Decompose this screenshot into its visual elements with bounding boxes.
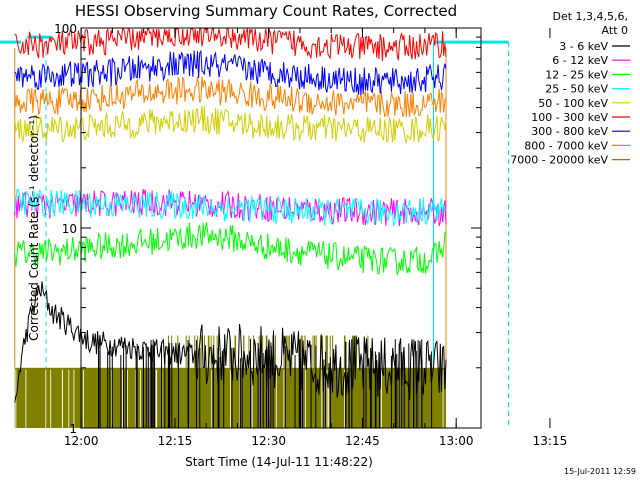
legend-label: 800 - 7000 keV — [524, 139, 608, 152]
series-line — [14, 105, 447, 144]
legend-header-line-1: Det 1,3,4,5,6, — [552, 10, 628, 23]
ticks-layer: 12:00 12:15 12:30 12:45 13:00 13:15 100 10 1 — [54, 22, 567, 448]
y-axis-label: Corrected Count Rate (s⁻¹ detector⁻¹) — [27, 115, 41, 341]
x-tick-label: 12:15 — [158, 434, 193, 448]
x-tick-label: 12:30 — [251, 434, 286, 448]
series-line — [14, 281, 447, 403]
series-100-300keV — [14, 27, 447, 62]
data-layer — [0, 27, 509, 428]
series-300-800keV — [14, 49, 447, 96]
legend-label: 25 - 50 keV — [545, 83, 608, 96]
series-line — [14, 188, 447, 227]
legend-label: 6 - 12 keV — [552, 54, 608, 67]
attenuator-flag-bars — [0, 35, 509, 428]
x-axis-label: Start Time (14-Jul-11 11:48:22) — [185, 455, 373, 469]
series-50-100keV — [14, 105, 447, 144]
chart-title: HESSI Observing Summary Count Rates, Cor… — [75, 2, 457, 20]
series-line — [14, 27, 447, 62]
x-tick-label: 13:00 — [439, 434, 474, 448]
timestamp: 15-Jul-2011 12:59 — [564, 467, 636, 476]
series-line — [14, 49, 447, 96]
y-tick-label: 10 — [62, 222, 77, 236]
series-12-25keV — [14, 222, 447, 276]
legend-label: 7000 - 20000 keV — [510, 154, 608, 167]
x-tick-label: 13:15 — [533, 434, 568, 448]
series-3-6keV — [14, 281, 447, 428]
legend-header-line-2: Att 0 — [602, 24, 628, 37]
series-line — [14, 222, 447, 276]
x-tick-label: 12:00 — [64, 434, 99, 448]
y-tick-label: 1 — [69, 422, 77, 436]
x-tick-label: 12:45 — [345, 434, 380, 448]
series-line — [14, 76, 447, 118]
y-tick-label: 100 — [54, 22, 77, 36]
legend-label: 50 - 100 keV — [538, 97, 608, 110]
series-25-50keV — [14, 188, 447, 227]
legend-label: 300 - 800 keV — [531, 125, 608, 138]
legend-label: 100 - 300 keV — [531, 111, 608, 124]
legend-label: 3 - 6 keV — [559, 40, 608, 53]
series-800-7000keV — [14, 76, 447, 118]
legend-label: 12 - 25 keV — [545, 68, 608, 81]
